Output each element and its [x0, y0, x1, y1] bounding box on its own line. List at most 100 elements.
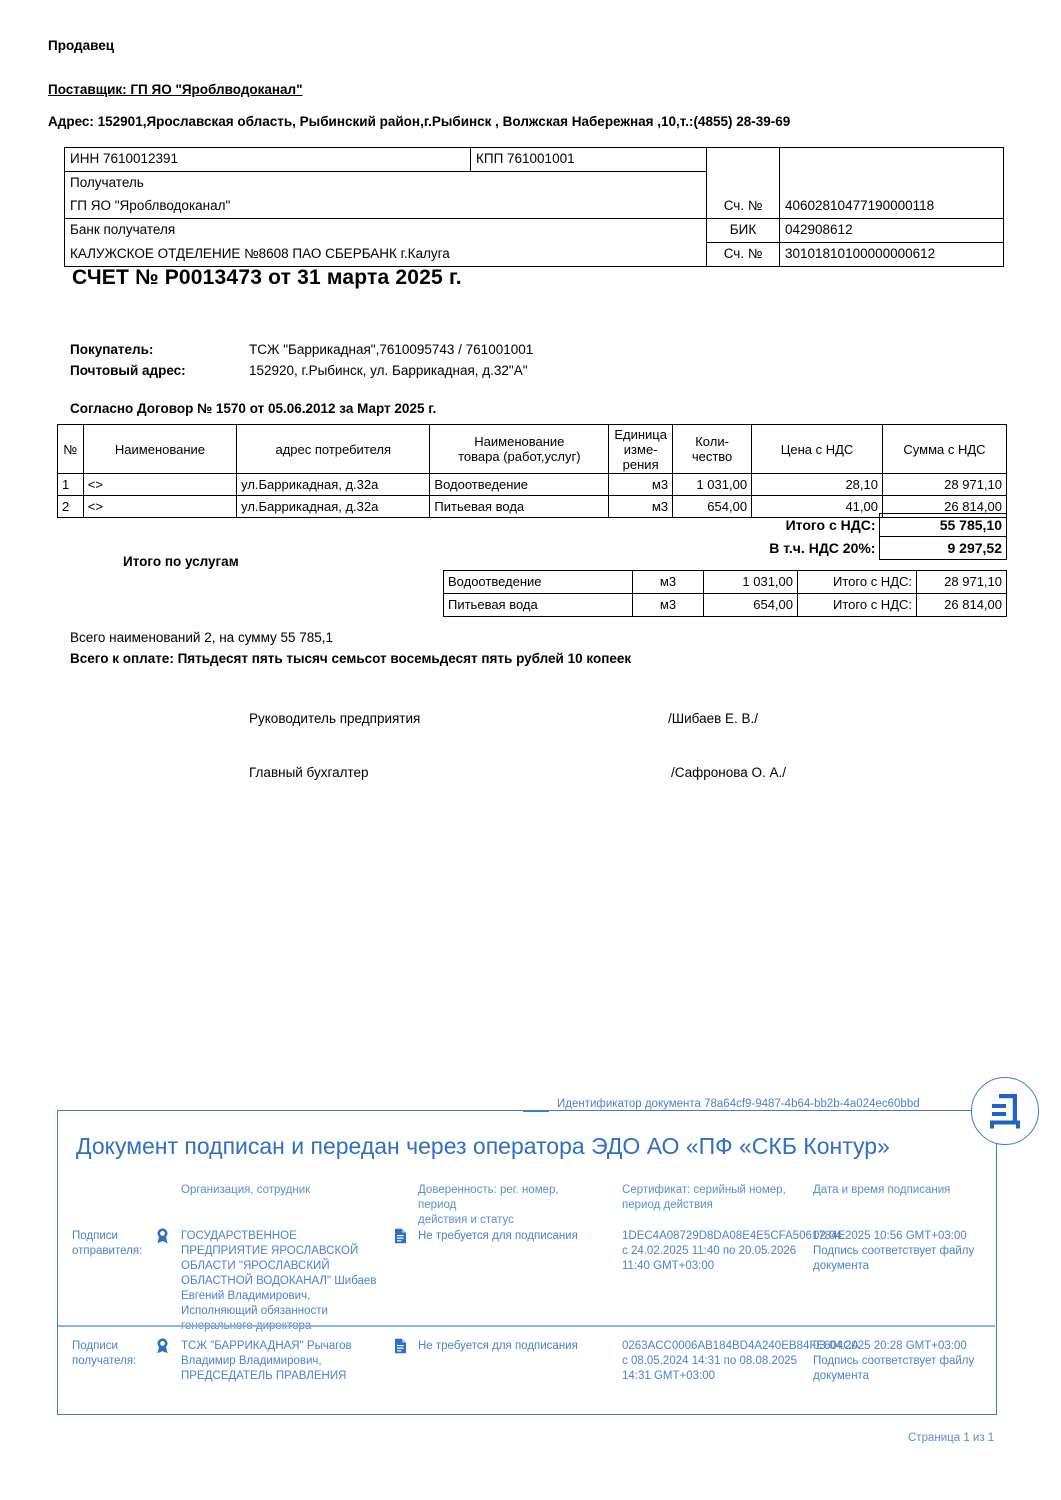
postal-address-label: Почтовый адрес:: [70, 363, 186, 378]
cell-unit: м3: [608, 495, 674, 518]
account-label-spacer: [706, 147, 780, 172]
page-title: СЧЕТ № Р0013473 от 31 марта 2025 г.: [72, 266, 462, 289]
kontur-logo-icon: [971, 1077, 1039, 1145]
table-row: ИНН 7610012391 КПП 761001001: [64, 147, 1004, 172]
cell-name: <>: [82, 495, 238, 518]
svc-unit: м3: [632, 593, 704, 617]
th-goods-line1: Наименование: [474, 434, 565, 449]
recipient-role-line1: Подписи: [72, 1340, 118, 1352]
total-item-count: Всего наименований 2, на сумму 55 785,1: [70, 630, 334, 645]
account-number-blank: [779, 171, 1004, 195]
svc-label: Итого с НДС:: [797, 593, 917, 617]
table-row: В т.ч. НДС 20%: 9 297,52: [57, 536, 1007, 560]
sender-signature-role: Подписи отправителя:: [72, 1229, 182, 1259]
supplier-address-line: Адрес: 152901,Ярославская область, Рыбин…: [48, 114, 791, 129]
th-unit-line1: Единица: [614, 426, 667, 442]
edo-col-cert-line1: Сертификат: серийный номер,: [622, 1184, 786, 1196]
bank-requisites-table: ИНН 7610012391 КПП 761001001 Получатель …: [64, 147, 1004, 267]
kpp-cell: КПП 761001001: [470, 147, 707, 172]
document-identifier: Идентификатор документа 78a64cf9-9487-4b…: [557, 1098, 920, 1110]
recipient-role-line2: получателя:: [72, 1355, 137, 1367]
svc-name: Водоотведение: [443, 570, 633, 594]
th-number: №: [57, 424, 84, 474]
receiver-label-cell: Получатель: [64, 171, 707, 195]
recipient-organization: ТСЖ "БАРРИКАДНАЯ" Рычагов Владимир Влади…: [181, 1340, 352, 1382]
th-qty-line1: Коли-: [695, 434, 729, 449]
cell-price: 41,00: [751, 495, 883, 518]
sender-sign-datetime: 02.04.2025 10:56 GMT+03:00 Подпись соотв…: [813, 1230, 975, 1272]
edo-col-proxy-line2: действия и статус: [418, 1214, 514, 1226]
svc-qty: 654,00: [703, 593, 798, 617]
postal-address-value: 152920, г.Рыбинск, ул. Баррикадная, д.32…: [249, 363, 528, 378]
svc-qty: 1 031,00: [703, 570, 798, 594]
corr-number-cell: 30101810100000000612: [779, 242, 1004, 267]
table-row: 1 <> ул.Баррикадная, д.32а Водоотведение…: [57, 473, 1008, 496]
bik-value-cell: 042908612: [779, 218, 1004, 243]
sender-certificate: 1DEC4A08729D8DA08E4E5CFA5061784E с 24.02…: [622, 1230, 846, 1272]
invoice-totals-table: Итого с НДС: 55 785,10 В т.ч. НДС 20%: 9…: [57, 513, 1007, 560]
cell-number: 1: [57, 473, 84, 496]
edo-col-certificate: Сертификат: серийный номер, период дейст…: [622, 1183, 797, 1213]
cell-address: ул.Баррикадная, д.32а: [236, 473, 431, 496]
buyer-label: Покупатель:: [70, 342, 154, 357]
th-unit: Единица изме- рения: [608, 424, 674, 474]
table-header-row: № Наименование адрес потребителя Наимено…: [57, 424, 1008, 474]
th-sum: Сумма с НДС: [881, 424, 1008, 474]
recipient-certificate: 0263ACC0006AB184BD4A240EB84FE604CA с 08.…: [622, 1340, 859, 1382]
contract-line: Согласно Договор № 1570 от 05.06.2012 за…: [70, 401, 437, 416]
svc-unit: м3: [632, 570, 704, 594]
seal-icon: [155, 1228, 170, 1244]
seller-label: Продавец: [48, 38, 115, 53]
th-goods: Наименование товара (работ,услуг): [429, 424, 610, 474]
edo-heading: Документ подписан и передан через операт…: [76, 1133, 890, 1159]
th-name: Наименование: [82, 424, 238, 474]
items-table: № Наименование адрес потребителя Наимено…: [57, 424, 1008, 518]
cell-price: 28,10: [751, 473, 883, 496]
cell-goods: Питьевая вода: [429, 495, 610, 518]
th-address: адрес потребителя: [236, 424, 431, 474]
account-number-spacer: [779, 147, 1004, 172]
corr-label-cell: Сч. №: [706, 242, 780, 267]
services-summary-caption: Итого по услугам: [123, 554, 239, 569]
cell-address: ул.Баррикадная, д.32а: [236, 495, 431, 518]
document-icon: [394, 1338, 407, 1354]
services-summary-table: Водоотведение м3 1 031,00 Итого с НДС: 2…: [443, 570, 1007, 617]
seal-icon: [155, 1338, 170, 1354]
table-row: Водоотведение м3 1 031,00 Итого с НДС: 2…: [443, 570, 1007, 594]
bank-name-cell: КАЛУЖСКОЕ ОТДЕЛЕНИЕ №8608 ПАО СБЕРБАНК г…: [64, 242, 707, 267]
th-qty-line2: чество: [691, 449, 733, 464]
cell-goods: Водоотведение: [429, 473, 610, 496]
cell-unit: м3: [608, 473, 674, 496]
bik-label-cell: БИК: [706, 218, 780, 243]
sender-proxy-status: Не требуется для подписания: [418, 1230, 578, 1242]
sender-role-line2: отправителя:: [72, 1245, 143, 1257]
signature-accountant-name: /Сафронова О. А./: [671, 765, 787, 780]
edo-col-proxy: Доверенность: рег. номер, период действи…: [418, 1183, 598, 1228]
recipient-proxy-status: Не требуется для подписания: [418, 1340, 578, 1352]
edo-col-cert-line2: период действия: [622, 1199, 713, 1211]
svc-total: 28 971,10: [916, 570, 1007, 594]
table-row: 2 <> ул.Баррикадная, д.32а Питьевая вода…: [57, 495, 1008, 518]
edo-signature-panel: [57, 1110, 997, 1415]
recipient-signature-role: Подписи получателя:: [72, 1339, 182, 1369]
cell-qty: 1 031,00: [672, 473, 753, 496]
table-row: ГП ЯО "Яроблводоканал" Сч. № 40602810477…: [64, 195, 1004, 219]
edo-col-organization: Организация, сотрудник: [181, 1184, 311, 1196]
cell-sum: 28 971,10: [881, 473, 1008, 496]
sender-role-line1: Подписи: [72, 1230, 118, 1242]
account-label-cell: Сч. №: [706, 195, 780, 219]
table-row: Итого с НДС: 55 785,10: [57, 513, 1007, 537]
buyer-value: ТСЖ "Баррикадная",7610095743 / 761001001: [249, 342, 534, 357]
receiver-name-cell: ГП ЯО "Яроблводоканал": [64, 195, 707, 219]
signature-row-divider: [58, 1325, 995, 1327]
vat-included-label: В т.ч. НДС 20%:: [769, 540, 876, 556]
table-row: Получатель: [64, 171, 1004, 195]
cell-qty: 654,00: [672, 495, 753, 518]
cell-name: <>: [82, 473, 238, 496]
account-label-blank: [706, 171, 780, 195]
signature-director-name: /Шибаев Е. В./: [668, 711, 759, 726]
th-quantity: Коли- чество: [672, 424, 753, 474]
recipient-sign-datetime: 03.04.2025 20:28 GMT+03:00 Подпись соотв…: [813, 1340, 975, 1382]
page-number: Страница 1 из 1: [908, 1432, 995, 1444]
